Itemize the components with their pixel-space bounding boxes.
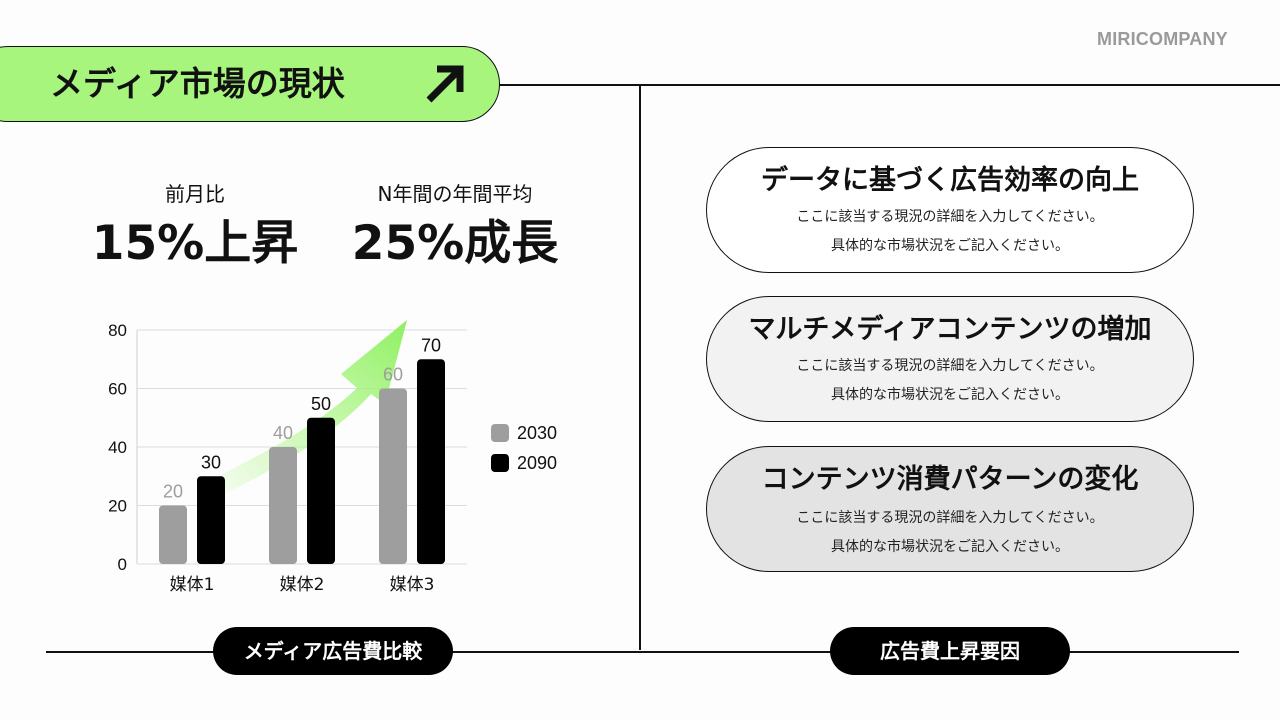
bar-value-label: 40 [273, 423, 293, 443]
stat-value-annual: 25%成長 [351, 216, 559, 271]
x-tick-label: 媒体2 [280, 575, 325, 595]
factor-title: データに基づく広告効率の向上 [761, 165, 1139, 196]
bar-value-label: 60 [383, 365, 403, 385]
column-divider [639, 85, 641, 650]
bar-value-label: 50 [311, 394, 331, 414]
legend-swatch [491, 454, 509, 472]
header-divider [490, 84, 1280, 86]
brand-logo: MIRICOMPANY [1097, 29, 1228, 49]
factor-description: 具体的な市場状況をご記入ください。 [831, 238, 1069, 254]
factor-title: コンテンツ消費パターンの変化 [761, 464, 1139, 495]
chart-caption-badge: メディア広告費比較 [213, 627, 453, 675]
bar-value-label: 30 [201, 452, 221, 472]
stat-label-annual: N年間の年間平均 [377, 182, 533, 206]
x-tick-label: 媒体3 [390, 575, 435, 595]
title-banner [0, 46, 500, 122]
y-tick-label: 60 [108, 380, 127, 399]
bar [417, 359, 445, 564]
legend-swatch [491, 424, 509, 442]
bar [307, 417, 335, 564]
factor-card [706, 296, 1194, 422]
factor-description: ここに該当する現況の詳細を入力してください。 [796, 209, 1104, 225]
factor-description: 具体的な市場状況をご記入ください。 [831, 387, 1069, 403]
bar [159, 505, 187, 564]
bar-value-label: 20 [163, 482, 183, 502]
factor-description: 具体的な市場状況をご記入ください。 [831, 539, 1069, 555]
stat-value-monthly: 15%上昇 [91, 216, 299, 271]
x-tick-label: 媒体1 [170, 575, 215, 595]
bar [197, 476, 225, 564]
factor-description: ここに該当する現況の詳細を入力してください。 [796, 358, 1104, 374]
y-tick-label: 40 [108, 438, 127, 457]
bar [379, 388, 407, 564]
factors-caption-badge: 広告費上昇要因 [830, 627, 1070, 675]
factor-card [706, 446, 1194, 572]
bar [269, 447, 297, 564]
page-title: メディア市場の現状 [50, 64, 345, 103]
y-tick-label: 80 [108, 321, 127, 340]
factor-description: ここに該当する現況の詳細を入力してください。 [796, 510, 1104, 526]
factor-title: マルチメディアコンテンツの増加 [748, 314, 1152, 345]
legend-label: 2090 [517, 453, 557, 473]
stat-label-monthly: 前月比 [165, 182, 225, 206]
legend-label: 2030 [517, 423, 557, 443]
growth-arrow-icon [195, 320, 407, 504]
arrow-up-right-icon [426, 65, 464, 103]
y-tick-label: 20 [108, 497, 127, 516]
bar-value-label: 70 [421, 335, 441, 355]
factor-card [706, 147, 1194, 273]
y-tick-label: 0 [118, 555, 127, 574]
